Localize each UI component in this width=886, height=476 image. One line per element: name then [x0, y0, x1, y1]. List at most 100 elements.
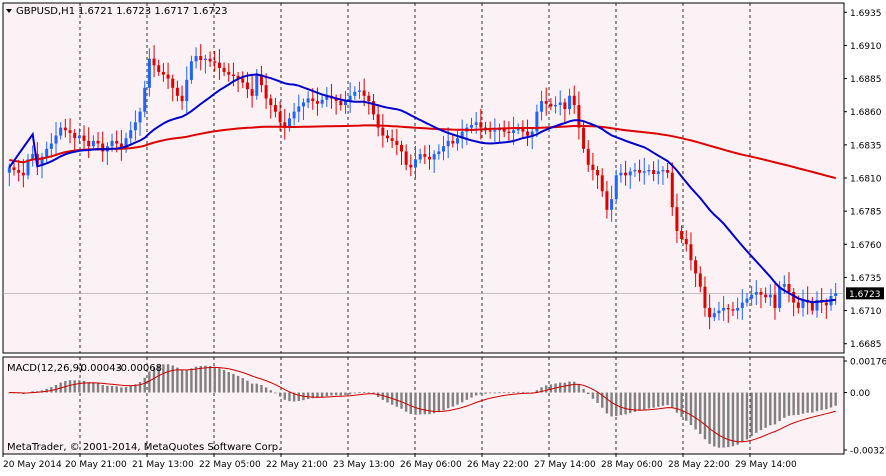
macd-bar: [512, 392, 515, 393]
candle-body: [493, 130, 497, 132]
candle-body: [526, 131, 530, 136]
candle-body: [194, 56, 198, 62]
macd-bar: [549, 384, 553, 393]
candle-body: [694, 260, 698, 274]
macd-bar: [610, 392, 613, 417]
macd-bar: [689, 392, 693, 426]
macd-bar: [176, 367, 179, 393]
candle-body: [301, 102, 305, 107]
candle-body: [404, 151, 408, 165]
candle-body: [147, 58, 151, 88]
candle-body: [26, 159, 30, 176]
macd-bar: [708, 392, 711, 444]
candle-body: [119, 143, 123, 149]
macd-bar: [568, 381, 571, 393]
time-tick-label: 20 May 21:00: [65, 460, 127, 470]
price-tick-label: 1.6860: [850, 108, 882, 118]
macd-bar: [722, 392, 725, 448]
macd-bar: [502, 392, 506, 394]
candle-body: [367, 95, 371, 102]
macd-bar: [232, 373, 235, 393]
macd-bar: [717, 392, 721, 448]
macd-bar: [517, 391, 520, 393]
candle-body: [213, 61, 217, 63]
macd-bar: [404, 392, 408, 412]
candle-body: [614, 175, 618, 200]
macd-bar: [264, 387, 268, 393]
macd-bar: [797, 392, 800, 415]
macd-bar: [661, 392, 665, 406]
macd-bar: [218, 368, 221, 393]
candle-body: [227, 71, 231, 75]
candle-body: [502, 127, 506, 132]
candle-body: [666, 170, 670, 173]
macd-bar: [680, 392, 683, 418]
candle-body: [17, 170, 21, 173]
price-panel[interactable]: [2, 2, 845, 354]
macd-bar: [162, 364, 165, 393]
time-tick-label: 28 May 22:00: [668, 460, 730, 470]
macd-bar: [825, 392, 828, 410]
candle-body: [315, 101, 319, 104]
macd-bar: [820, 392, 823, 411]
candle-body: [605, 191, 609, 210]
chart-header: GBPUSD,H1 1.6721 1.6723 1.6717 1.6723: [6, 6, 228, 17]
candle-body: [768, 294, 772, 298]
candle-body: [199, 56, 203, 61]
candle-body: [568, 95, 572, 110]
candle-body: [554, 105, 558, 107]
time-tick-label: 23 May 13:00: [333, 460, 395, 470]
price-tick-label: 1.6910: [850, 42, 882, 52]
macd-bar: [493, 392, 497, 394]
candle-body: [63, 127, 67, 131]
candle-body: [792, 292, 796, 303]
macd-bar: [759, 392, 763, 431]
candle-body: [824, 302, 828, 306]
candle-body: [82, 135, 86, 141]
macd-signal: [9, 366, 836, 443]
candle-body: [409, 164, 413, 168]
price-tick-label: 1.6935: [850, 9, 882, 19]
macd-main-value: -0.00043: [77, 363, 122, 374]
macd-bar: [288, 392, 291, 402]
price-tick-label: 1.6835: [850, 141, 882, 151]
candle-body: [470, 124, 474, 128]
candle-body: [479, 122, 483, 128]
macd-bar: [591, 392, 595, 399]
candle-body: [474, 122, 478, 125]
chart-menu-triangle-icon[interactable]: [6, 9, 12, 13]
candle-body: [507, 131, 511, 133]
candle-body: [143, 87, 147, 112]
macd-bar: [437, 392, 441, 413]
time-tick-label: 28 May 06:00: [601, 460, 663, 470]
macd-bar: [647, 392, 651, 409]
candle-body: [442, 146, 446, 152]
candle-body: [124, 138, 128, 149]
macd-bar: [255, 383, 258, 393]
copyright-text: MetaTrader, © 2001-2014, MetaQuotes Soft…: [7, 442, 281, 453]
candle-body: [413, 159, 417, 168]
candle-body: [437, 151, 441, 155]
candle-body: [259, 74, 263, 86]
macd-bar: [134, 384, 137, 393]
candle-body: [628, 171, 632, 176]
candle-body: [596, 170, 600, 176]
candle-body: [717, 310, 721, 314]
macd-bar: [540, 387, 543, 393]
time-tick-label: 22 May 05:00: [199, 460, 261, 470]
macd-bar: [73, 380, 76, 393]
macd-bar: [731, 392, 735, 447]
macd-bar: [596, 392, 599, 403]
macd-bar: [792, 392, 795, 416]
macd-bar: [227, 372, 230, 393]
time-tick-label: 21 May 13:00: [132, 460, 194, 470]
candle-body: [348, 95, 352, 102]
candle-body: [624, 172, 628, 176]
macd-bar: [353, 392, 357, 394]
candle-body: [516, 128, 520, 131]
candle-body: [292, 111, 296, 119]
macd-bar: [418, 392, 422, 415]
candle-body: [661, 170, 665, 172]
candle-body: [255, 74, 259, 96]
candle-body: [152, 58, 156, 66]
